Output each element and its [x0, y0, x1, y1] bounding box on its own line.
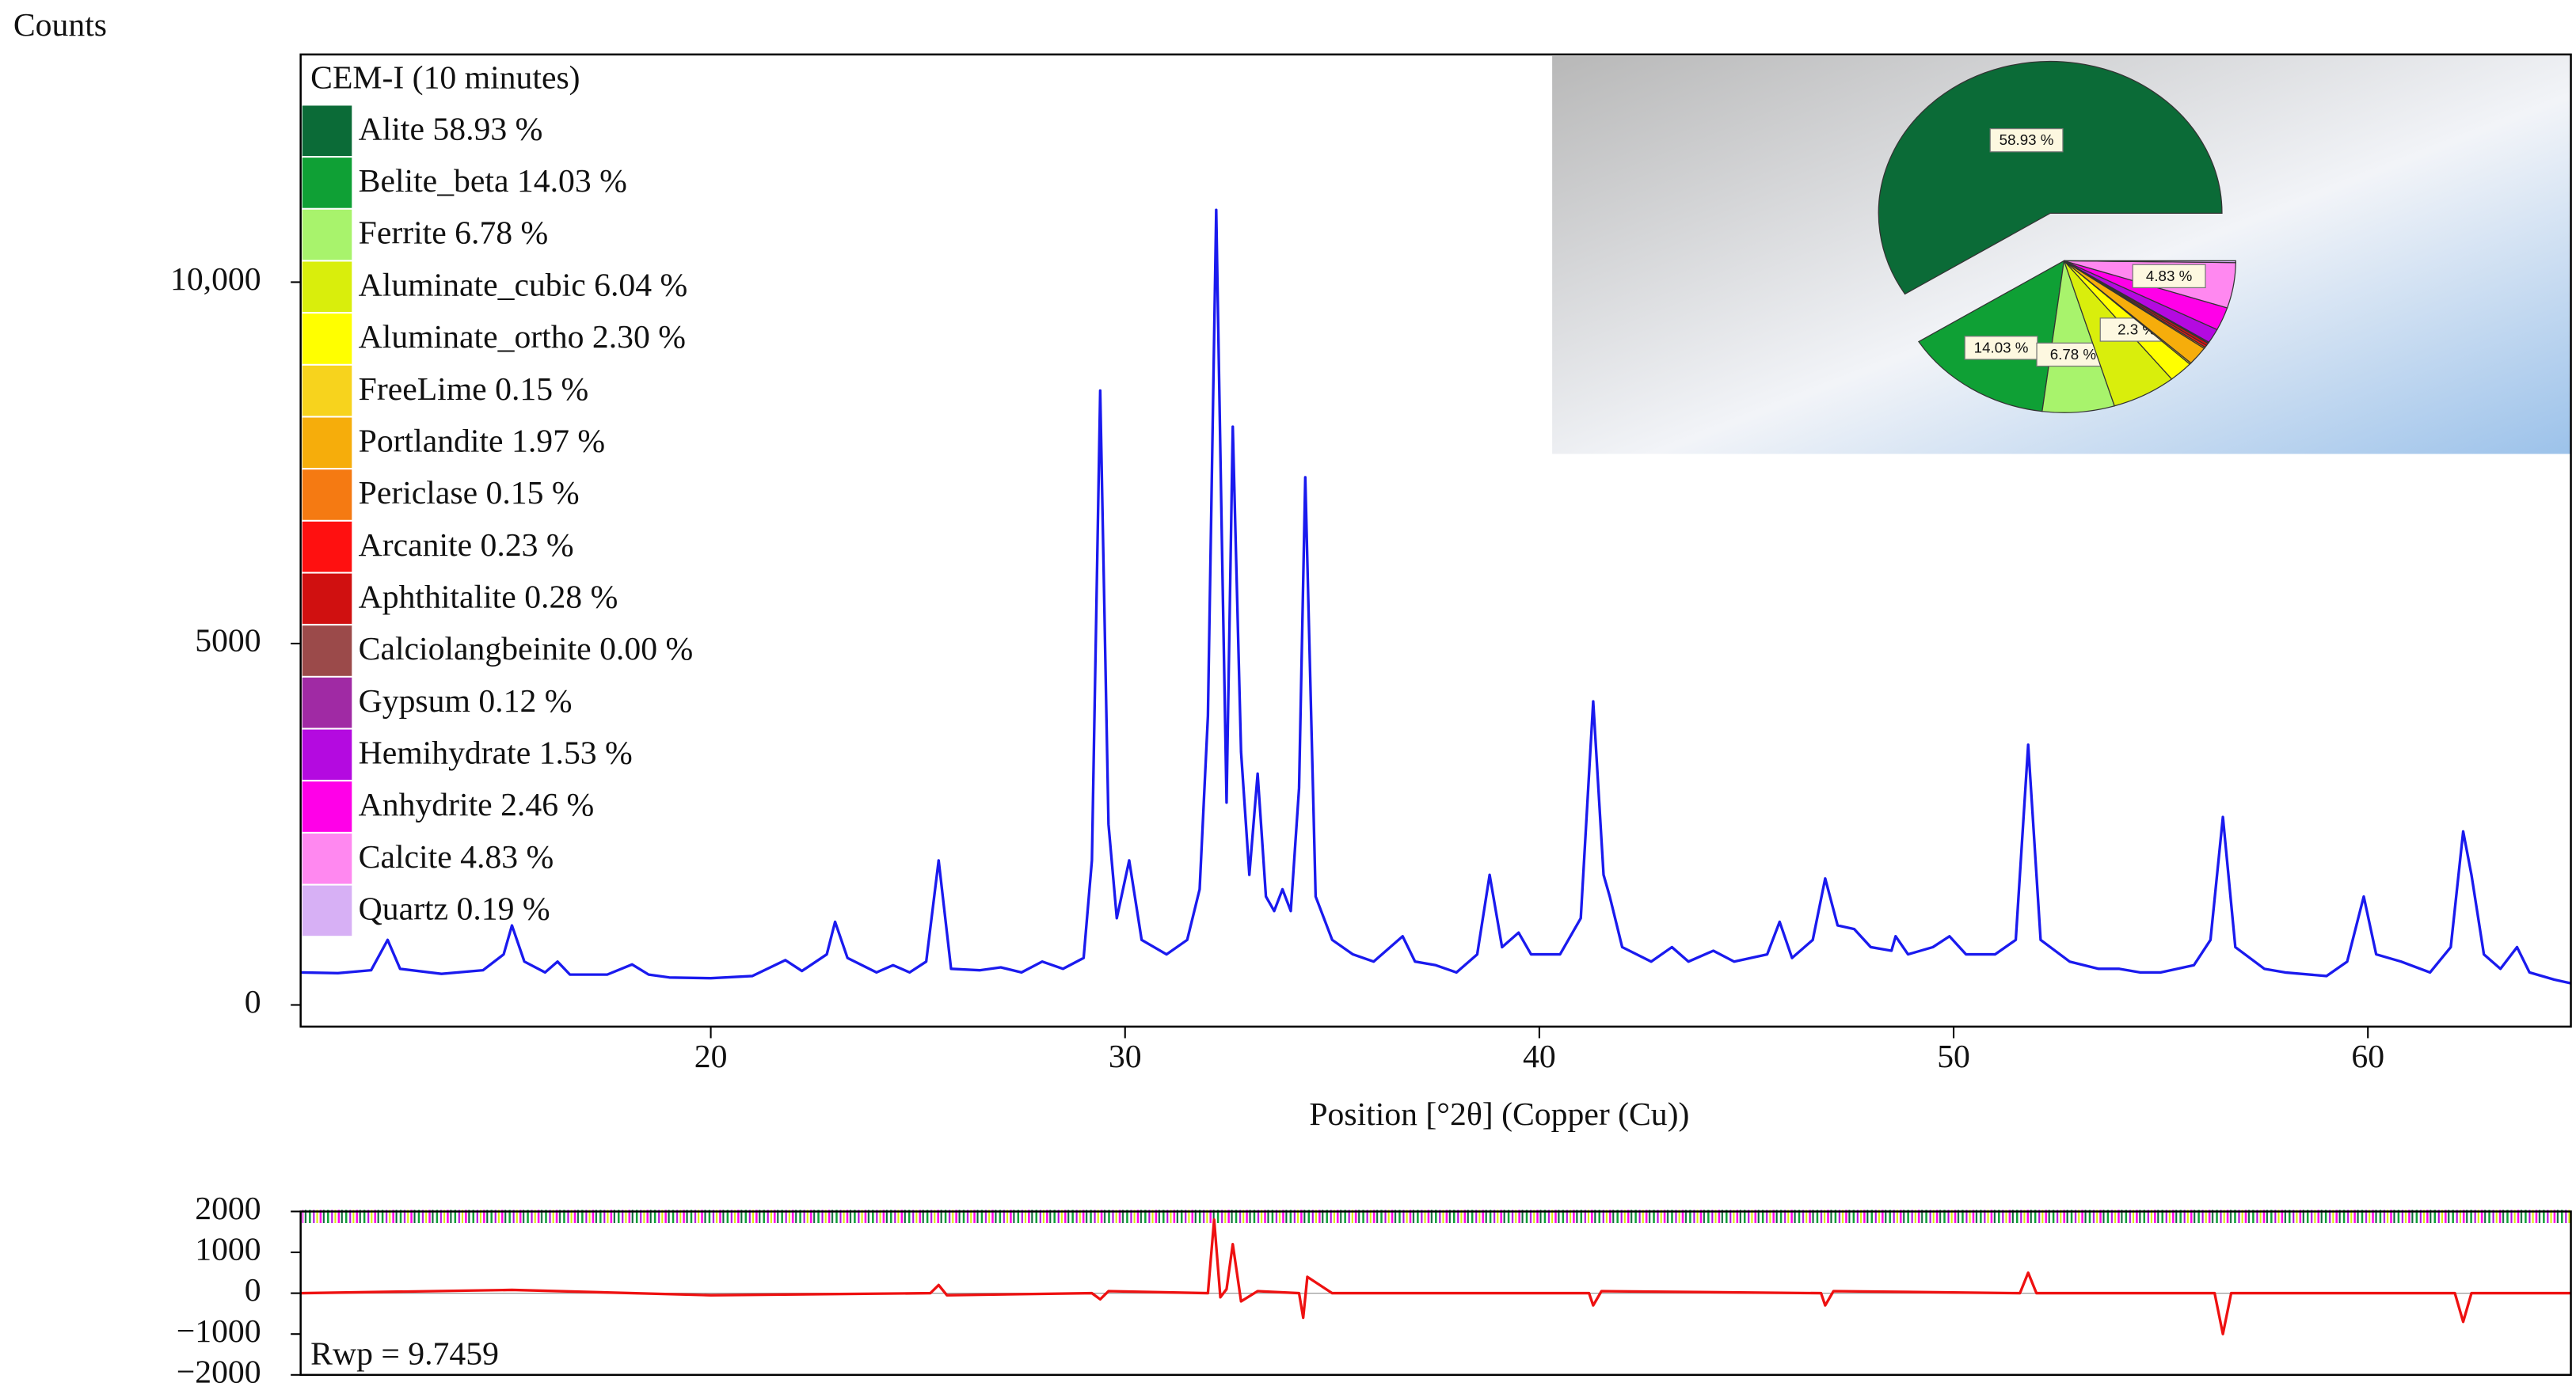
- legend-label: Aluminate_ortho 2.30 %: [359, 319, 686, 355]
- pie-label: 58.93 %: [2000, 131, 2054, 148]
- y-tick-label: 5000: [195, 623, 261, 659]
- pie-label: 6.78 %: [2050, 346, 2096, 363]
- y-tick-label: −1000: [177, 1313, 261, 1350]
- legend-swatch: [302, 261, 352, 313]
- y-tick-label: 0: [245, 1272, 261, 1309]
- data-line: [300, 208, 2571, 985]
- legend-swatch: [302, 365, 352, 416]
- y-tick-label: 2000: [195, 1191, 261, 1227]
- reflection-markers: [302, 1210, 2571, 1223]
- pie-label: 4.83 %: [2146, 268, 2192, 284]
- y-tick-label: 1000: [195, 1232, 261, 1268]
- legend-label: Aluminate_cubic 6.04 %: [359, 267, 688, 303]
- legend-label: Calciolangbeinite 0.00 %: [359, 631, 694, 667]
- data-line: [300, 1218, 2571, 1335]
- legend-label: Portlandite 1.97 %: [359, 423, 605, 459]
- y-tick-label: 0: [245, 984, 261, 1020]
- legend-label: Arcanite 0.23 %: [359, 527, 574, 564]
- pie-label-box: [2132, 264, 2206, 289]
- legend-swatch: [302, 677, 352, 728]
- legend-swatch: [302, 573, 352, 625]
- legend-swatch: [302, 469, 352, 520]
- legend-label: Aphthitalite 0.28 %: [359, 579, 618, 615]
- x-tick-label: 60: [2351, 1039, 2384, 1075]
- legend-label: Ferrite 6.78 %: [359, 215, 549, 252]
- legend-swatch: [302, 833, 352, 884]
- pie-slice: [1878, 60, 2223, 295]
- legend-swatch: [302, 781, 352, 832]
- y-tick-label: 10,000: [170, 261, 261, 298]
- plot-frame: [299, 53, 2572, 1028]
- legend-title: CEM-I (10 minutes): [310, 60, 580, 97]
- plot-frame: [299, 1210, 2572, 1377]
- y-tick-label: −2000: [177, 1354, 261, 1390]
- legend-label: Belite_beta 14.03 %: [359, 163, 627, 199]
- x-tick-label: 20: [694, 1039, 728, 1075]
- pie-label: 14.03 %: [1974, 339, 2029, 355]
- legend-swatch: [302, 417, 352, 469]
- legend-swatch: [302, 105, 352, 157]
- x-tick-label: 30: [1109, 1039, 1142, 1075]
- legend-label: Quartz 0.19 %: [359, 891, 550, 928]
- legend-swatch: [302, 885, 352, 936]
- x-axis-title: Position [°2θ] (Copper (Cu)): [1309, 1096, 1689, 1133]
- y-axis-title: Counts: [13, 7, 107, 44]
- legend-label: Gypsum 0.12 %: [359, 683, 573, 720]
- legend-label: Hemihydrate 1.53 %: [359, 735, 633, 771]
- legend-swatch: [302, 625, 352, 676]
- legend-label: Calcite 4.83 %: [359, 839, 554, 876]
- x-tick-label: 40: [1523, 1039, 1556, 1075]
- legend-label: FreeLime 0.15 %: [359, 371, 589, 408]
- legend-label: Alite 58.93 %: [359, 111, 543, 147]
- pie-slice: [2064, 260, 2236, 264]
- legend-label: Anhydrite 2.46 %: [359, 787, 595, 823]
- pie-label-box: [1989, 127, 2064, 153]
- annotation: Rwp = 9.7459: [310, 1335, 499, 1372]
- legend-label: Periclase 0.15 %: [359, 475, 580, 511]
- pie-label-box: [1964, 336, 2038, 360]
- legend-swatch: [302, 209, 352, 260]
- legend-swatch: [302, 729, 352, 781]
- legend-swatch: [302, 158, 352, 208]
- x-tick-label: 50: [1937, 1039, 1970, 1075]
- legend-swatch: [302, 313, 352, 364]
- legend-swatch: [302, 521, 352, 572]
